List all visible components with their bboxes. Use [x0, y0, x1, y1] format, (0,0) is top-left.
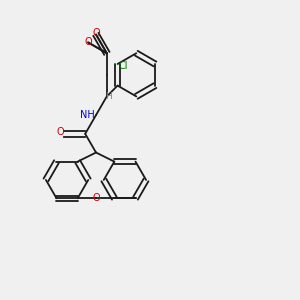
Text: H: H [105, 92, 112, 101]
Text: O: O [92, 28, 100, 38]
Text: NH: NH [80, 110, 94, 120]
Text: Cl: Cl [118, 61, 128, 70]
Text: O: O [56, 127, 64, 137]
Text: O: O [92, 193, 100, 203]
Text: O: O [84, 38, 92, 47]
